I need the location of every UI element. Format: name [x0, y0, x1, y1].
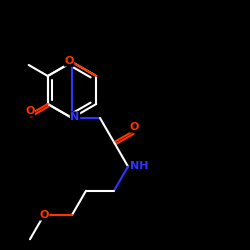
Text: O: O	[130, 122, 139, 132]
Text: N: N	[70, 112, 80, 122]
Text: O: O	[64, 56, 74, 66]
Text: O: O	[39, 210, 49, 220]
Text: NH: NH	[130, 162, 148, 172]
Text: O: O	[25, 106, 34, 116]
